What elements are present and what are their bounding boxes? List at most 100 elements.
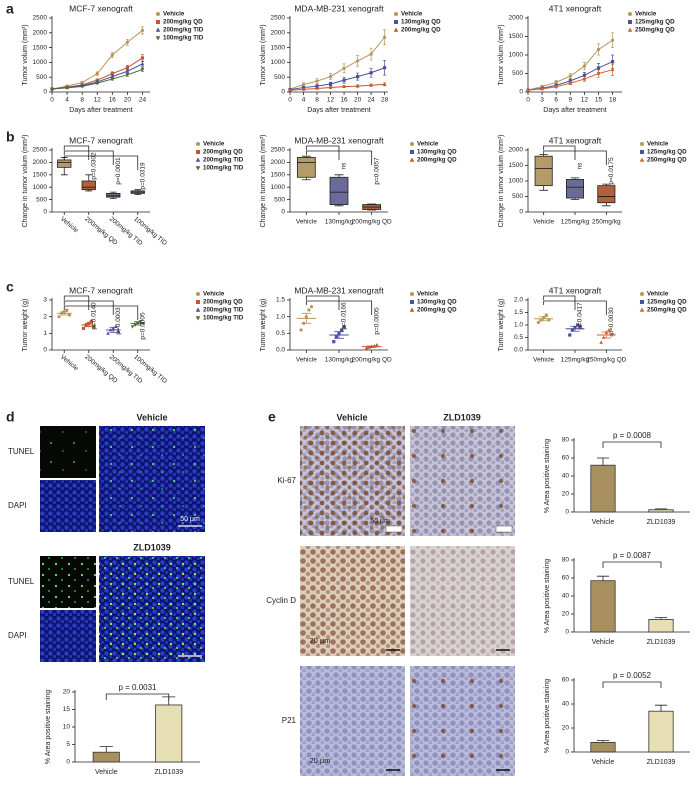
y-tick-label: 1500 bbox=[271, 172, 286, 179]
legend-marker bbox=[640, 142, 644, 146]
panel-letter: c bbox=[6, 279, 14, 295]
p-value-label: ns bbox=[341, 162, 348, 170]
image-row-label: P21 bbox=[282, 716, 297, 725]
legend-marker bbox=[195, 316, 201, 321]
y-tick-label: 500 bbox=[512, 193, 523, 200]
data-point bbox=[288, 88, 292, 92]
y-tick-label: 2500 bbox=[33, 15, 48, 22]
y-tick-label: 60 bbox=[562, 677, 570, 684]
legend-label: 250mg/kg QD bbox=[647, 307, 687, 314]
data-point bbox=[340, 328, 344, 332]
data-point bbox=[125, 73, 130, 77]
data-point bbox=[596, 66, 601, 70]
y-axis-label: Change in tumor volum (mm³) bbox=[22, 135, 29, 228]
bar bbox=[92, 751, 120, 763]
data-point bbox=[309, 305, 314, 309]
legend-marker bbox=[409, 307, 415, 312]
y-tick-label: 1500 bbox=[33, 172, 48, 179]
box bbox=[534, 155, 553, 187]
legend-label: Vehicle bbox=[401, 11, 423, 18]
data-point bbox=[125, 69, 130, 73]
series-line bbox=[289, 36, 386, 90]
y-tick-label: 0 bbox=[519, 209, 523, 216]
legend-label: Vehicle bbox=[647, 291, 669, 298]
legend-marker bbox=[410, 292, 414, 296]
legend-label: 125mg/kg QD bbox=[647, 299, 687, 306]
box-whisker bbox=[301, 155, 311, 181]
chart-title: 4T1 xenograft bbox=[549, 135, 602, 145]
sem-bar bbox=[538, 316, 549, 322]
data-point bbox=[342, 84, 346, 89]
y-tick-label: 0 bbox=[66, 759, 70, 766]
box bbox=[296, 157, 316, 178]
y-tick-label: 1.5 bbox=[276, 297, 285, 304]
image-row-label: Ki-67 bbox=[277, 476, 296, 485]
data-point bbox=[375, 343, 379, 347]
data-point bbox=[140, 56, 145, 60]
x-tick-label: ZLD1039 bbox=[647, 759, 676, 766]
data-point bbox=[568, 333, 572, 337]
data-point bbox=[116, 329, 121, 334]
bar bbox=[155, 704, 183, 763]
y-tick-label: 1 bbox=[43, 330, 47, 337]
data-point bbox=[110, 77, 115, 81]
bar bbox=[590, 580, 616, 633]
legend-marker bbox=[195, 157, 201, 162]
x-tick-label: ZLD1039 bbox=[647, 519, 676, 526]
legend-marker bbox=[627, 27, 633, 32]
legend-label: 200mg/kg TID bbox=[163, 27, 204, 34]
legend-label: 100mg/kg TID bbox=[203, 315, 244, 322]
legend-label: 130mg/kg QD bbox=[417, 299, 457, 306]
image-row-label: TUNEL bbox=[8, 577, 35, 586]
legend-label: 200mg/kg QD bbox=[417, 307, 457, 314]
data-point bbox=[301, 87, 306, 91]
legend-label: 100mg/kg TID bbox=[163, 35, 204, 42]
y-tick-label: 60 bbox=[562, 575, 570, 582]
x-tick-label: 8 bbox=[80, 97, 84, 104]
data-point bbox=[92, 325, 96, 329]
x-tick-label: 200mg/kg QD bbox=[352, 357, 392, 364]
p-value-label: p = 0.0052 bbox=[613, 671, 652, 680]
image-row-label: DAPI bbox=[8, 501, 27, 510]
legend-marker bbox=[156, 20, 160, 24]
legend-label: 250mg/kg QD bbox=[635, 27, 675, 34]
scale-bar-label: 20 μm bbox=[310, 756, 331, 765]
micrograph-overlay bbox=[99, 426, 205, 532]
legend-marker bbox=[155, 27, 161, 32]
y-tick-label: 1000 bbox=[33, 184, 48, 191]
sem-bar bbox=[85, 322, 93, 328]
y-tick-label: 1000 bbox=[33, 59, 48, 66]
box-whisker bbox=[109, 191, 117, 199]
significance-bracket bbox=[602, 681, 662, 688]
legend-label: 100mg/kg TID bbox=[203, 165, 244, 172]
legend-marker bbox=[628, 20, 632, 24]
y-tick-label: 2000 bbox=[33, 30, 48, 37]
significance-bracket bbox=[63, 305, 139, 320]
data-point bbox=[364, 346, 369, 350]
legend-marker bbox=[628, 12, 632, 16]
y-tick-label: 2 bbox=[43, 313, 47, 320]
p-value-label: p=0.0417 bbox=[577, 302, 584, 330]
data-point bbox=[355, 84, 360, 88]
legend-marker bbox=[196, 300, 200, 304]
significance-bracket bbox=[602, 561, 662, 568]
y-tick-label: 0 bbox=[519, 89, 523, 96]
data-point bbox=[110, 72, 114, 76]
legend-marker bbox=[410, 300, 414, 304]
x-tick-label: 4 bbox=[302, 97, 306, 104]
y-tick-label: 80 bbox=[562, 437, 570, 444]
data-point bbox=[607, 328, 611, 332]
y-tick-label: 20 bbox=[562, 725, 570, 732]
p-value-label: p=0.0175 bbox=[608, 157, 615, 185]
x-tick-label: Vehicle bbox=[59, 353, 80, 372]
image-column-title: Vehicle bbox=[336, 412, 367, 422]
x-tick-label: 9 bbox=[568, 97, 572, 104]
chart-title: MCF-7 xenograft bbox=[69, 135, 133, 145]
data-point bbox=[89, 320, 93, 324]
p-value-label: p = 0.0008 bbox=[613, 431, 652, 440]
y-tick-label: 2000 bbox=[509, 147, 524, 154]
significance-bracket bbox=[305, 145, 340, 160]
data-point bbox=[140, 68, 145, 72]
y-tick-label: 0.5 bbox=[514, 334, 523, 341]
micrograph bbox=[40, 480, 96, 532]
